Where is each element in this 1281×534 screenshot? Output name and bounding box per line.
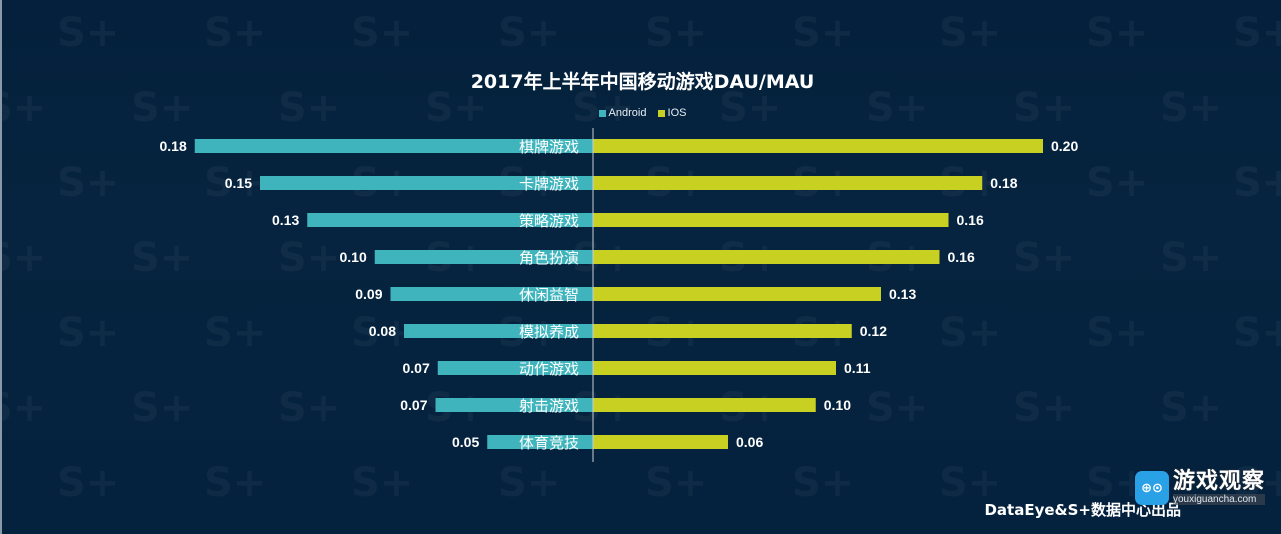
data-label-ios: 0.20 xyxy=(1051,138,1078,154)
bar-android xyxy=(374,250,593,264)
data-label-ios: 0.10 xyxy=(824,397,851,413)
site-logo: ⊕⊙ 游戏观察 youxiguancha.com xyxy=(1135,469,1266,505)
gamepad-icon: ⊕⊙ xyxy=(1135,470,1169,505)
data-label-android: 0.18 xyxy=(160,138,187,154)
bar-ios xyxy=(593,250,940,264)
bar-android xyxy=(260,176,593,190)
logo-name: 游戏观察 xyxy=(1173,469,1266,494)
bar-android xyxy=(487,435,593,449)
bar-android xyxy=(194,139,593,153)
bar-ios xyxy=(593,435,728,449)
bar-android xyxy=(307,213,593,227)
category-label: 角色扮演 xyxy=(519,249,579,267)
legend-swatch-android xyxy=(598,109,606,117)
data-label-ios: 0.12 xyxy=(860,323,887,339)
bar-android xyxy=(390,287,593,301)
data-label-android: 0.08 xyxy=(369,323,396,339)
data-label-android: 0.07 xyxy=(400,397,427,413)
data-label-android: 0.10 xyxy=(340,249,367,265)
data-label-android: 0.05 xyxy=(452,434,479,450)
category-label: 棋牌游戏 xyxy=(519,138,579,156)
data-label-ios: 0.18 xyxy=(990,175,1017,191)
logo-text: 游戏观察 youxiguancha.com xyxy=(1173,469,1266,505)
legend-label-ios: IOS xyxy=(667,107,687,119)
chart-title: 2017年上半年中国移动游戏DAU/MAU xyxy=(470,71,815,93)
bar-android xyxy=(404,324,593,338)
footer-credit: DataEye&S+数据中心出品 xyxy=(984,501,1181,519)
data-label-android: 0.07 xyxy=(403,360,430,376)
logo-url: youxiguancha.com xyxy=(1173,494,1266,505)
legend-swatch-ios xyxy=(657,109,665,117)
data-label-ios: 0.16 xyxy=(948,249,975,265)
legend-item-android: Android xyxy=(598,107,647,119)
bar-ios xyxy=(593,361,836,375)
legend: Android IOS xyxy=(2,107,1281,120)
category-label: 射击游戏 xyxy=(519,397,579,415)
category-label: 模拟养成 xyxy=(519,323,579,341)
bar-ios xyxy=(593,324,852,338)
bar-ios xyxy=(593,398,816,412)
bar-ios xyxy=(593,287,881,301)
data-label-android: 0.15 xyxy=(225,175,252,191)
category-label: 卡牌游戏 xyxy=(519,175,579,193)
category-label: 动作游戏 xyxy=(519,360,579,378)
legend-item-ios: IOS xyxy=(657,107,687,119)
bar-ios xyxy=(593,213,949,227)
bar-android xyxy=(435,398,593,412)
category-label: 体育竞技 xyxy=(519,434,579,452)
data-label-ios: 0.16 xyxy=(957,212,984,228)
bar-ios xyxy=(593,139,1043,153)
data-label-ios: 0.13 xyxy=(889,286,916,302)
bar-ios xyxy=(593,176,983,190)
category-label: 策略游戏 xyxy=(519,212,579,230)
legend-label-android: Android xyxy=(608,107,647,119)
data-label-android: 0.09 xyxy=(355,286,382,302)
data-label-ios: 0.06 xyxy=(736,434,763,450)
category-label: 休闲益智 xyxy=(519,286,579,304)
data-label-ios: 0.11 xyxy=(844,360,871,376)
data-label-android: 0.13 xyxy=(272,212,299,228)
bar-android xyxy=(437,361,593,375)
